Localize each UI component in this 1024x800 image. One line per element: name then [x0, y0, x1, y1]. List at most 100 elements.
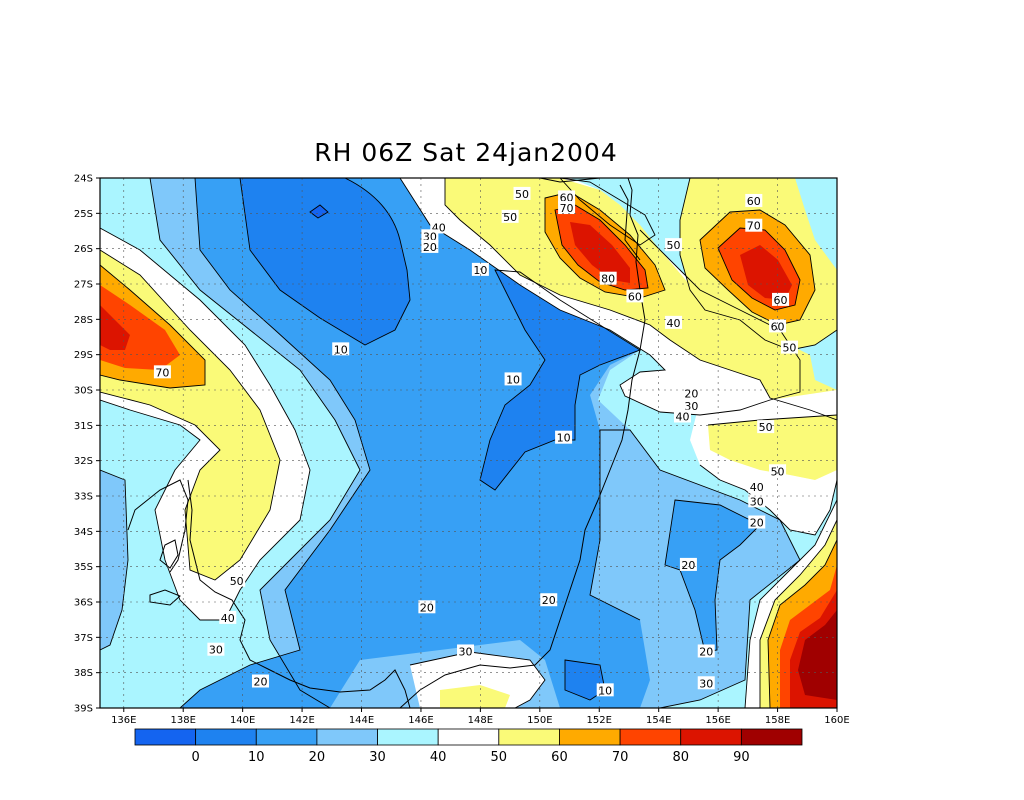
contour-label-bg	[540, 593, 558, 607]
contour-label: 30	[209, 644, 223, 657]
contour-label: 40	[667, 317, 681, 330]
axes: 136E 138E 140E 142E 144E 146E 148E 150E 152E 154E…	[74, 174, 850, 727]
x-tick-label: 156E	[705, 715, 730, 726]
x-tick-label: 150E	[527, 715, 552, 726]
x-tick-label: 142E	[289, 715, 314, 726]
contour-label-bg	[780, 340, 798, 354]
contour-label: 60	[771, 320, 785, 333]
x-tick-label: 136E	[111, 715, 136, 726]
y-tick-label: 32S	[74, 456, 93, 467]
contour-label: 20	[699, 645, 713, 658]
x-tick-label: 140E	[230, 715, 255, 726]
contour-label-bg	[673, 409, 691, 423]
contour-label: 20	[750, 517, 764, 530]
colorbar-swatch	[680, 728, 742, 746]
contour-label-bg	[697, 676, 715, 690]
contour-label: 20	[423, 241, 437, 254]
contour-label-bg	[421, 229, 439, 243]
y-tick-label: 28S	[74, 315, 93, 326]
colorbar-label: 40	[430, 750, 447, 765]
x-tick-label: 160E	[824, 715, 849, 726]
contour-label: 70	[155, 366, 169, 379]
contour-label-bg	[504, 372, 522, 386]
contour-label-bg	[772, 292, 790, 306]
contour-label-bg	[745, 218, 763, 232]
contour-label-bg	[251, 674, 269, 688]
contour-label: 50	[759, 421, 773, 434]
contour-label: 10	[506, 373, 520, 386]
colorbar-label: 80	[672, 750, 689, 765]
band-0-10-south	[565, 660, 605, 700]
colorbar-swatch	[377, 728, 439, 746]
contour-label-bg	[748, 494, 766, 508]
y-tick-label: 30S	[74, 386, 93, 397]
colorbar-swatch	[255, 728, 318, 746]
contour-label: 50	[771, 465, 785, 478]
x-tick-label: 138E	[171, 715, 196, 726]
grid-lines	[100, 178, 837, 708]
contour-label: 20	[684, 388, 698, 401]
contour-label: 60	[747, 195, 761, 208]
contour-label: 20	[420, 601, 434, 614]
contour-label: 10	[557, 432, 571, 445]
colorbar-swatch	[740, 728, 803, 746]
x-tick-label: 146E	[408, 715, 433, 726]
band-80-90-west	[100, 305, 130, 350]
contour-label-bg	[513, 186, 531, 200]
coastline	[127, 178, 646, 708]
contour-label-bg	[332, 342, 350, 356]
contour-lines	[100, 178, 837, 708]
contour-label-bg	[457, 644, 475, 658]
contour-label: 20	[681, 559, 695, 572]
y-tick-label: 39S	[74, 704, 93, 715]
colorbar-label: 10	[248, 750, 265, 765]
contour-label-bg	[626, 289, 644, 303]
contour-label: 60	[628, 290, 642, 303]
contour-label: 70	[560, 202, 574, 215]
contour-label-bg	[748, 480, 766, 494]
y-tick-label: 25S	[74, 209, 93, 220]
colorbar-label: 60	[551, 750, 568, 765]
band-50-60-south	[440, 685, 510, 708]
band-0-10	[240, 178, 410, 345]
band-80-90-e	[740, 245, 792, 300]
y-tick-label: 38S	[74, 668, 93, 679]
contour-label: 30	[699, 677, 713, 690]
contour-label-bg	[555, 430, 573, 444]
contour-label: 50	[782, 342, 796, 355]
chart-title: RH 06Z Sat 24jan2004	[314, 138, 618, 167]
y-tick-label: 35S	[74, 562, 93, 573]
contour-label-bg	[679, 557, 697, 571]
y-tick-label: 33S	[74, 492, 93, 503]
contour-label: 50	[515, 188, 529, 201]
contour-label-bg	[418, 600, 436, 614]
contour-label: 40	[675, 411, 689, 424]
contour-label-bg	[757, 420, 775, 434]
contour-label: 80	[601, 273, 615, 286]
contour-label-bg	[421, 239, 439, 253]
contour-label-bg	[748, 515, 766, 529]
colorbar-swatch	[134, 728, 197, 746]
colorbar-swatch	[498, 728, 560, 746]
plot-frame	[99, 177, 838, 709]
contour-label: 30	[750, 495, 764, 508]
contour-label: 10	[598, 684, 612, 697]
contour-label: 10	[334, 343, 348, 356]
y-tick-label: 27S	[74, 280, 93, 291]
contour-label: 70	[747, 220, 761, 233]
contour-label: 60	[774, 294, 788, 307]
contour-label-bg	[745, 193, 763, 207]
contour-label-bg	[219, 610, 237, 624]
x-tick-label: 148E	[468, 715, 493, 726]
contour-label: 20	[542, 594, 556, 607]
colorbar-swatch	[619, 728, 682, 746]
contour-label-bg	[558, 190, 576, 204]
colorbar-label: 70	[612, 750, 629, 765]
band-10-20-east	[665, 500, 760, 652]
colorbar: 0 10 20 30 40 50 60 70 80 90	[134, 728, 803, 765]
contour-label: 30	[459, 645, 473, 658]
contour-label-bg	[697, 644, 715, 658]
y-tick-label: 31S	[74, 421, 93, 432]
x-tick-label: 154E	[646, 715, 671, 726]
